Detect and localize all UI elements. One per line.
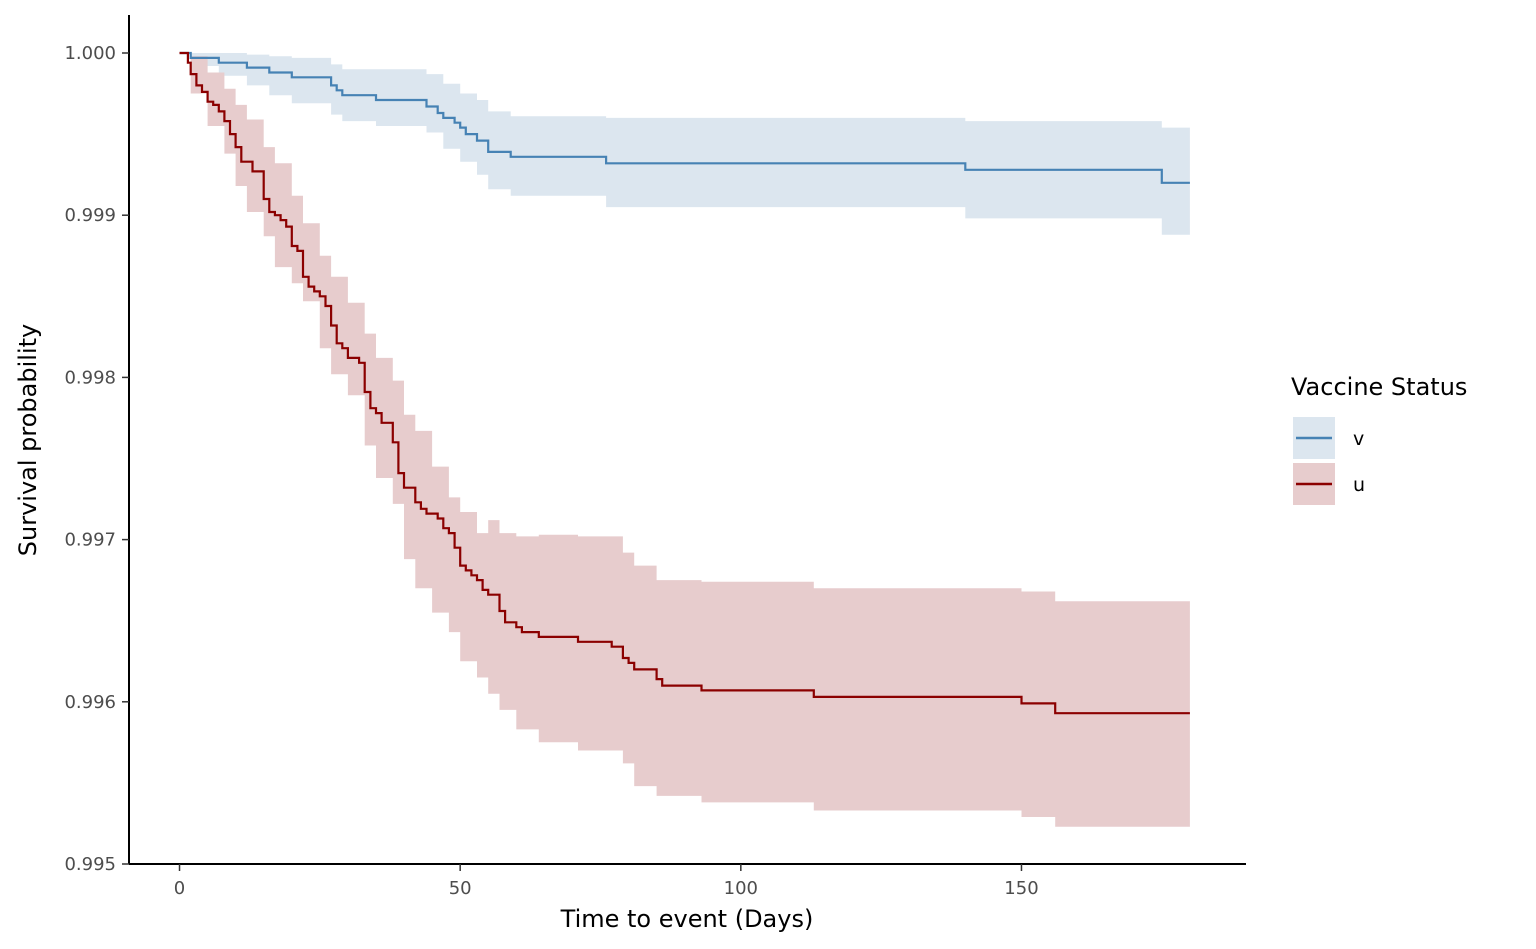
- x-tick-label: 0: [174, 878, 185, 899]
- x-tick-label: 150: [1004, 878, 1038, 899]
- axes: [128, 15, 1246, 865]
- legend-title: Vaccine Status: [1291, 373, 1467, 401]
- legend-label-u: u: [1353, 474, 1365, 496]
- y-tick-label: 0.999: [64, 205, 116, 226]
- y-tick-label: 0.998: [64, 367, 116, 388]
- legend-label-v: v: [1353, 428, 1364, 450]
- y-axis-ticks: 0.995 0.996 0.997 0.998 0.999 1.000: [64, 43, 129, 875]
- y-axis-title: Survival probability: [14, 324, 42, 556]
- survival-line-u: [179, 51, 1190, 715]
- survival-curves: [179, 51, 1190, 715]
- x-tick-label: 50: [449, 878, 472, 899]
- y-tick-label: 0.995: [64, 854, 116, 875]
- legend-entries: vu: [1293, 417, 1365, 505]
- y-tick-label: 1.000: [64, 43, 116, 64]
- y-tick-label: 0.997: [64, 530, 116, 551]
- confidence-bands: [179, 53, 1190, 827]
- confidence-band-u: [179, 53, 1190, 827]
- survival-line-v: [179, 51, 1190, 184]
- legend: Vaccine Status vu: [1291, 373, 1467, 505]
- y-tick-label: 0.996: [64, 692, 116, 713]
- confidence-band-v: [179, 53, 1190, 235]
- x-tick-label: 100: [724, 878, 758, 899]
- x-axis-title: Time to event (Days): [560, 905, 814, 933]
- x-axis-ticks: 0 50 100 150: [174, 864, 1039, 899]
